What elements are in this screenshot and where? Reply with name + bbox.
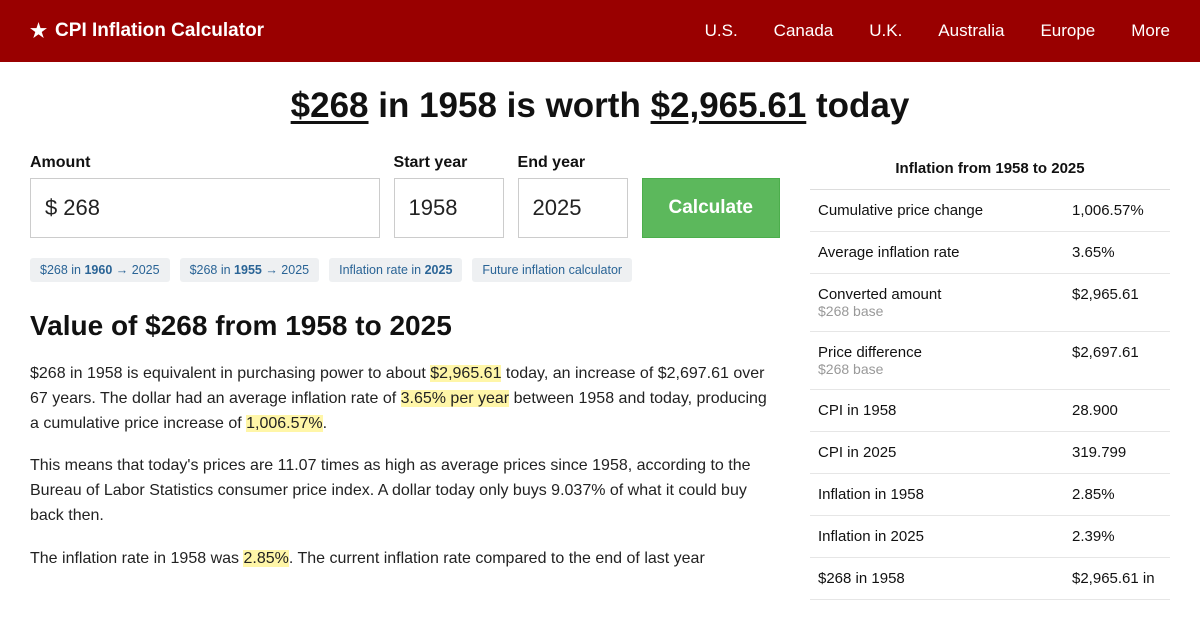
stat-value: 3.65% [1072, 244, 1162, 261]
chip-rate-2025[interactable]: Inflation rate in 2025 [329, 258, 462, 282]
star-icon: ★ [30, 20, 47, 43]
stat-value: 28.900 [1072, 402, 1162, 419]
stat-label: Price difference$268 base [818, 344, 1056, 377]
brand-text: CPI Inflation Calculator [55, 20, 264, 42]
stat-row: Inflation in 1958 2.85% [810, 474, 1170, 516]
nav-more[interactable]: More [1131, 21, 1170, 41]
brand[interactable]: ★ CPI Inflation Calculator [30, 20, 264, 43]
section-heading: Value of $268 from 1958 to 2025 [30, 310, 780, 342]
stat-value: 1,006.57% [1072, 202, 1162, 219]
stat-label: Converted amount$268 base [818, 286, 1056, 319]
stat-label: CPI in 2025 [818, 444, 1056, 461]
stat-value: 319.799 [1072, 444, 1162, 461]
paragraph-2: This means that today's prices are 11.07… [30, 454, 780, 528]
stat-sublabel: $268 base [818, 361, 1056, 377]
stat-label: $268 in 1958 [818, 570, 1056, 587]
main-content: $268 in 1958 is worth $2,965.61 today Am… [0, 62, 1200, 600]
stat-row: Converted amount$268 base $2,965.61 [810, 274, 1170, 332]
title-amount: $268 [291, 86, 369, 125]
stat-label: Inflation in 2025 [818, 528, 1056, 545]
amount-label: Amount [30, 154, 380, 172]
stat-row: CPI in 1958 28.900 [810, 390, 1170, 432]
stats-table: Cumulative price change 1,006.57% Average … [810, 190, 1170, 600]
end-year-input[interactable]: 2025 [518, 178, 628, 238]
top-nav: U.S. Canada U.K. Australia Europe More [705, 21, 1170, 41]
stat-value: $2,965.61 in [1072, 570, 1162, 587]
paragraph-3: The inflation rate in 1958 was 2.85%. Th… [30, 547, 780, 572]
stat-value: $2,965.61 [1072, 286, 1162, 303]
start-year-input[interactable]: 1958 [394, 178, 504, 238]
chip-future[interactable]: Future inflation calculator [472, 258, 632, 282]
stat-label: Cumulative price change [818, 202, 1056, 219]
stat-row: Cumulative price change 1,006.57% [810, 190, 1170, 232]
stat-label: CPI in 1958 [818, 402, 1056, 419]
left-column: Amount $268 Start year 1958 End year 202… [30, 154, 780, 600]
site-header: ★ CPI Inflation Calculator U.S. Canada U… [0, 0, 1200, 62]
stat-row: $268 in 1958 $2,965.61 in [810, 558, 1170, 600]
stat-row: Inflation in 2025 2.39% [810, 516, 1170, 558]
stat-label: Average inflation rate [818, 244, 1056, 261]
chip-1960[interactable]: $268 in 1960 → 2025 [30, 258, 170, 282]
stat-row: CPI in 2025 319.799 [810, 432, 1170, 474]
sidebar: Inflation from 1958 to 2025 Cumulative p… [810, 154, 1170, 600]
stat-sublabel: $268 base [818, 303, 1056, 319]
title-result: $2,965.61 [651, 86, 807, 125]
paragraph-1: $268 in 1958 is equivalent in purchasing… [30, 362, 780, 436]
stat-value: $2,697.61 [1072, 344, 1162, 361]
amount-input[interactable]: $268 [30, 178, 380, 238]
calculate-button[interactable]: Calculate [642, 178, 780, 238]
stat-row: Average inflation rate 3.65% [810, 232, 1170, 274]
chip-1955[interactable]: $268 in 1955 → 2025 [180, 258, 320, 282]
stat-row: Price difference$268 base $2,697.61 [810, 332, 1170, 390]
stat-label: Inflation in 1958 [818, 486, 1056, 503]
nav-australia[interactable]: Australia [938, 21, 1004, 41]
nav-europe[interactable]: Europe [1040, 21, 1095, 41]
page-title: $268 in 1958 is worth $2,965.61 today [30, 86, 1170, 126]
nav-uk[interactable]: U.K. [869, 21, 902, 41]
nav-canada[interactable]: Canada [774, 21, 834, 41]
stat-value: 2.39% [1072, 528, 1162, 545]
related-chips: $268 in 1960 → 2025 $268 in 1955 → 2025 … [30, 258, 780, 282]
start-year-label: Start year [394, 154, 504, 172]
end-year-label: End year [518, 154, 628, 172]
nav-us[interactable]: U.S. [705, 21, 738, 41]
calculator-form: Amount $268 Start year 1958 End year 202… [30, 154, 780, 238]
sidebar-title: Inflation from 1958 to 2025 [810, 154, 1170, 190]
stat-value: 2.85% [1072, 486, 1162, 503]
